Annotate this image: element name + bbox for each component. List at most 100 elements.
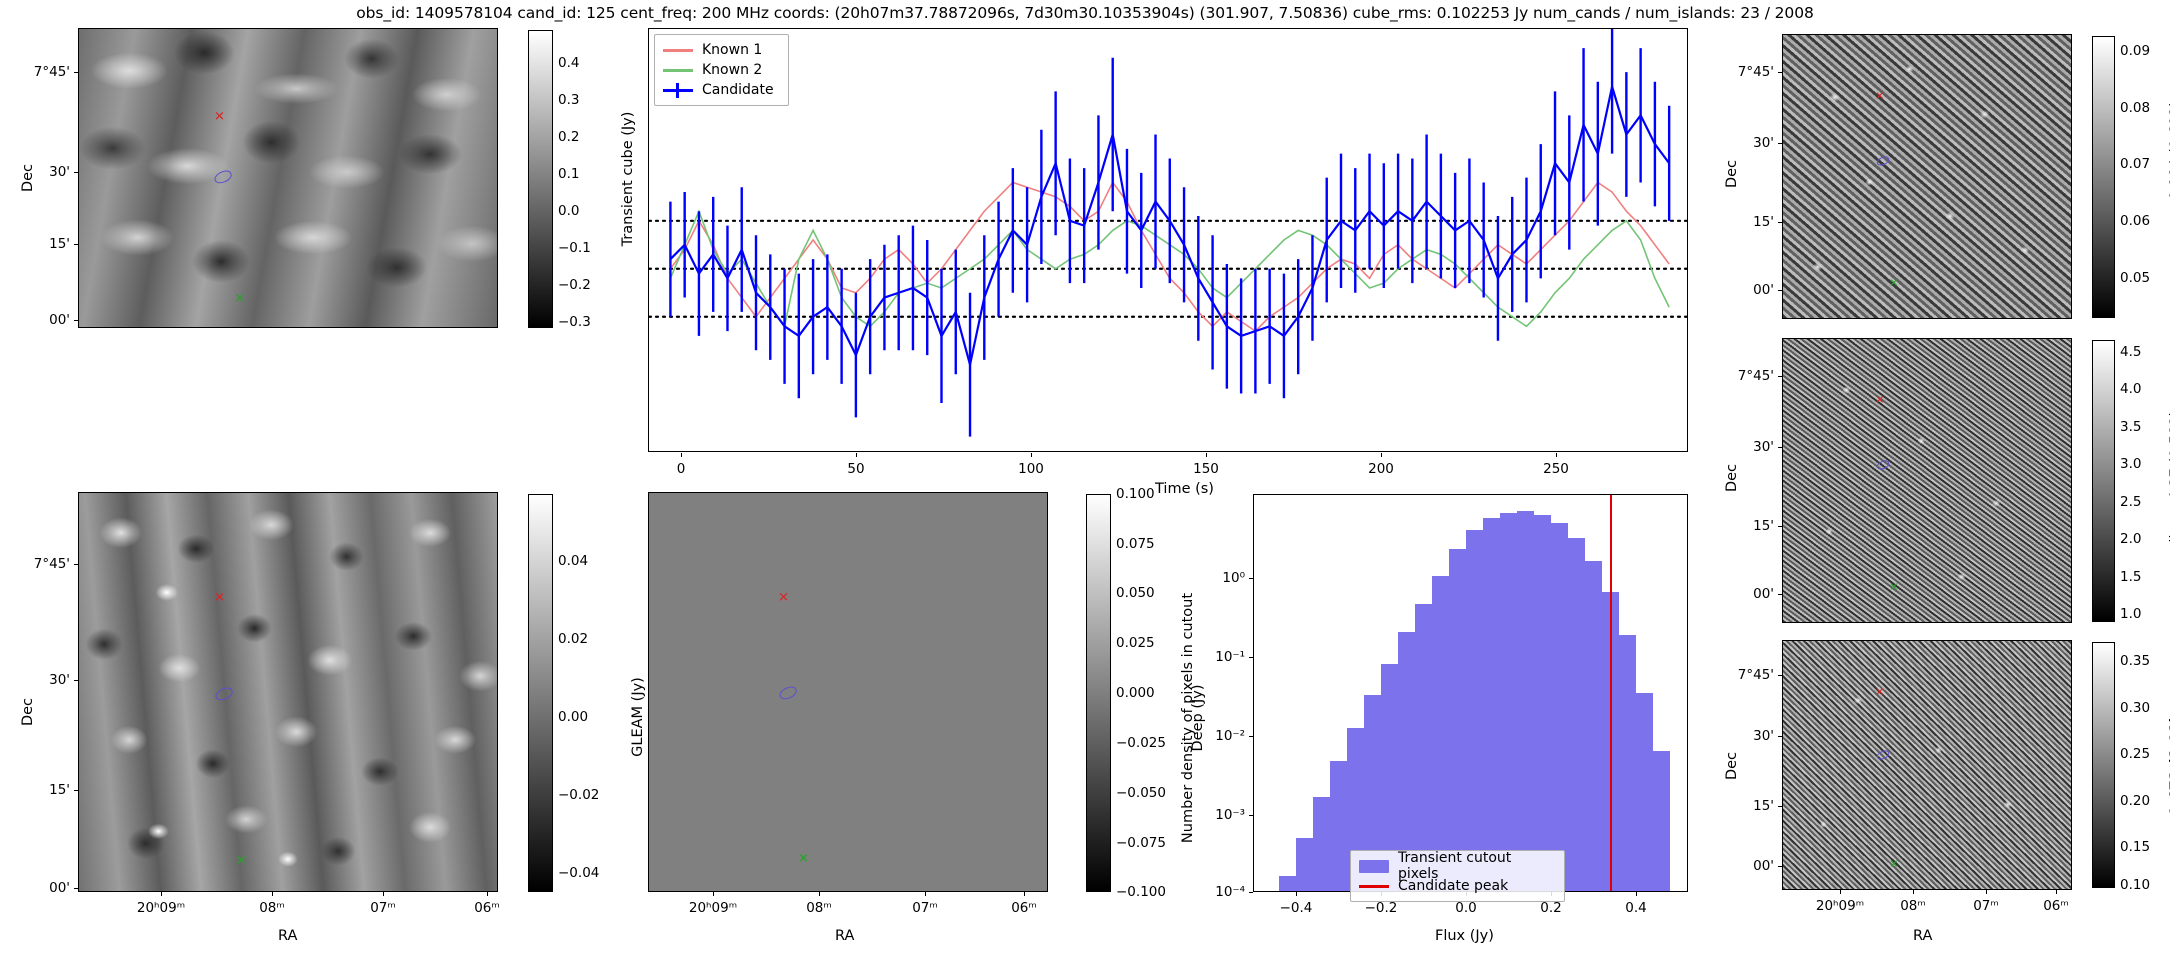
hist-xtick: 0.2 bbox=[1540, 900, 1562, 916]
cbar-tick: −0.3 bbox=[558, 314, 591, 330]
cbar-tick: 0.10 bbox=[2120, 877, 2151, 893]
cbar-tick: 0.2 bbox=[558, 129, 580, 145]
tcg-sky: ✕ ✕ bbox=[1783, 641, 2071, 889]
histogram-bar bbox=[1500, 513, 1518, 891]
dec-tick-label: 15' bbox=[1753, 214, 1774, 230]
cbar-tick: 0.08 bbox=[2120, 100, 2151, 116]
gleam-colorbar-label: GLEAM (Jy) bbox=[630, 677, 646, 757]
time-tick-label: 100 bbox=[1018, 461, 1044, 477]
cbar-tick: 0.3 bbox=[558, 92, 580, 108]
cbar-tick: 0.4 bbox=[558, 55, 580, 71]
ra-tick-label: 08ᵐ bbox=[1900, 898, 1926, 914]
histogram-bar bbox=[1279, 876, 1297, 891]
known2-swatch bbox=[663, 68, 693, 72]
legend-label: Candidate peak bbox=[1398, 878, 1509, 894]
dec-tick-label: 7°45' bbox=[33, 556, 70, 572]
cbar-tick: −0.2 bbox=[558, 277, 591, 293]
cbar-tick: −0.1 bbox=[558, 240, 591, 256]
dec-axis-label: Dec bbox=[1724, 159, 1740, 189]
gleam-colorbar bbox=[528, 494, 553, 892]
rms-image-panel[interactable]: ✕ ✕ bbox=[1782, 34, 2072, 319]
gleam-image-panel[interactable]: ✕ ✕ bbox=[78, 492, 498, 892]
cbar-tick: 0.000 bbox=[1116, 685, 1155, 701]
histogram-bar bbox=[1449, 549, 1467, 891]
ra-tick-label: 20ʰ09ᵐ bbox=[688, 900, 738, 916]
dec-tick-label: 15' bbox=[1753, 518, 1774, 534]
histogram-bar bbox=[1636, 693, 1654, 891]
dec-tick-label: 7°45' bbox=[33, 64, 70, 80]
cbar-tick: 0.050 bbox=[1116, 585, 1155, 601]
hist-ytick: 10⁻¹ bbox=[1215, 649, 1245, 665]
spike-sky: ✕ ✕ bbox=[1783, 339, 2071, 622]
ra-tick-label: 06ᵐ bbox=[1011, 900, 1037, 916]
hist-x-axis-label: Flux (Jy) bbox=[1435, 928, 1494, 944]
histogram-bar bbox=[1330, 761, 1348, 891]
histogram-bar bbox=[1381, 663, 1399, 891]
ra-tick-label: 20ʰ09ᵐ bbox=[1815, 898, 1865, 914]
histogram-bar bbox=[1483, 518, 1501, 891]
candidate-contour bbox=[1875, 458, 1891, 472]
candidate-contour bbox=[1875, 154, 1891, 168]
tcg-image-panel[interactable]: ✕ ✕ bbox=[1782, 640, 2072, 890]
transient-cube-colorbar bbox=[528, 30, 553, 328]
legend-item-cutout-pixels: Transient cutout pixels bbox=[1359, 850, 1556, 882]
histogram-bar bbox=[1364, 694, 1382, 891]
candidate-contour bbox=[214, 685, 235, 703]
ra-tick-label: 08ᵐ bbox=[259, 900, 285, 916]
dec-tick-label: 00' bbox=[49, 880, 70, 896]
transient-cube-image-panel[interactable]: ✕ ✕ bbox=[78, 28, 498, 328]
cbar-tick: −0.050 bbox=[1116, 785, 1166, 801]
ra-tick-label: 06ᵐ bbox=[474, 900, 500, 916]
cbar-tick: 0.06 bbox=[2120, 213, 2151, 229]
hist-ytick: 10⁻³ bbox=[1215, 807, 1245, 823]
hist-ytick: 10⁰ bbox=[1222, 570, 1245, 586]
ra-tick-label: 07ᵐ bbox=[370, 900, 396, 916]
cbar-tick: 1.0 bbox=[2120, 606, 2142, 622]
known1-marker: ✕ bbox=[778, 590, 789, 606]
cbar-tick: 3.5 bbox=[2120, 419, 2142, 435]
histogram-bar bbox=[1619, 635, 1637, 891]
spike-image-panel[interactable]: ✕ ✕ bbox=[1782, 338, 2072, 623]
cbar-tick: 3.0 bbox=[2120, 456, 2142, 472]
histogram-bar bbox=[1517, 511, 1535, 891]
cbar-tick: −0.04 bbox=[558, 865, 600, 881]
dec-tick-label: 30' bbox=[1753, 135, 1774, 151]
ra-tick-label: 07ᵐ bbox=[1973, 898, 1999, 914]
lightcurve-svg bbox=[649, 29, 1687, 437]
time-axis-label: Time (s) bbox=[1155, 481, 1214, 497]
cbar-tick: 0.25 bbox=[2120, 746, 2151, 762]
cbar-tick: 0.100 bbox=[1116, 486, 1155, 502]
dec-tick-label: 7°45' bbox=[1737, 368, 1774, 384]
known2-marker: ✕ bbox=[235, 853, 247, 869]
histogram-bar bbox=[1466, 529, 1484, 891]
deep-sky: ✕ ✕ bbox=[649, 493, 1047, 891]
cbar-tick: −0.075 bbox=[1116, 835, 1166, 851]
cbar-tick: 0.02 bbox=[558, 631, 589, 647]
ra-axis-label: RA bbox=[835, 928, 855, 944]
time-tick-label: 50 bbox=[847, 461, 865, 477]
flux-histogram-panel[interactable] bbox=[1253, 494, 1688, 892]
cbar-tick: 0.20 bbox=[2120, 793, 2151, 809]
known1-marker: ✕ bbox=[213, 590, 225, 606]
rms-sky: ✕ ✕ bbox=[1783, 35, 2071, 318]
dec-tick-label: 7°45' bbox=[1737, 667, 1774, 683]
candidate-peak-line bbox=[1609, 495, 1612, 891]
histogram-bar bbox=[1432, 576, 1450, 891]
deep-image-panel[interactable]: ✕ ✕ bbox=[648, 492, 1048, 892]
cbar-tick: 0.05 bbox=[2120, 270, 2151, 286]
histogram-bar bbox=[1568, 538, 1586, 891]
hist-xtick: −0.2 bbox=[1364, 900, 1398, 916]
cbar-tick: 2.0 bbox=[2120, 531, 2142, 547]
cbar-tick: 0.15 bbox=[2120, 839, 2151, 855]
candidate-contour bbox=[777, 684, 799, 702]
time-tick-label: 250 bbox=[1543, 461, 1569, 477]
legend-label: Known 1 bbox=[702, 42, 763, 58]
dec-tick-label: 30' bbox=[49, 164, 70, 180]
cbar-tick: 0.09 bbox=[2120, 43, 2151, 59]
known2-marker: ✕ bbox=[1889, 276, 1899, 290]
cutout-pixels-swatch bbox=[1359, 859, 1389, 873]
dec-tick-label: 00' bbox=[1753, 858, 1774, 874]
lightcurve-panel[interactable] bbox=[648, 28, 1688, 452]
dec-tick-label: 7°45' bbox=[1737, 64, 1774, 80]
cbar-tick: −0.100 bbox=[1116, 884, 1166, 900]
